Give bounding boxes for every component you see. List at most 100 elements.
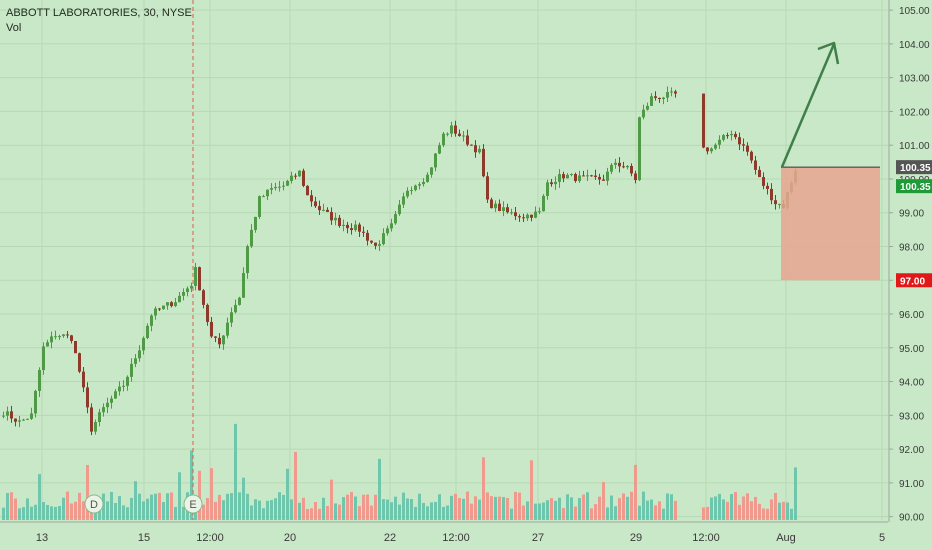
candle xyxy=(654,91,657,101)
volume-bar xyxy=(602,481,605,520)
candle-body xyxy=(742,144,745,146)
candle-body xyxy=(122,385,125,387)
candle-body xyxy=(274,186,277,189)
candle xyxy=(774,194,777,210)
chart-drawings[interactable] xyxy=(780,41,880,281)
price-axis[interactable]: 90.00 91.00 92.00 93.00 94.00 95.00 96.00 97.00… xyxy=(888,0,932,524)
candle-body xyxy=(26,418,29,420)
candle xyxy=(454,120,457,137)
candle xyxy=(26,418,29,420)
candle-body xyxy=(494,203,497,209)
candle-body xyxy=(246,246,249,274)
volume-bar xyxy=(534,503,537,520)
candle xyxy=(202,288,205,309)
candle xyxy=(474,140,477,158)
candle xyxy=(278,180,281,192)
volume-bar xyxy=(550,498,553,520)
candle xyxy=(38,367,41,397)
candle-body xyxy=(674,91,677,94)
price-tick-label: 93.00 xyxy=(899,411,924,422)
candle-body xyxy=(750,151,753,161)
candle-body xyxy=(230,312,233,323)
volume-bar xyxy=(146,498,149,520)
candle-body xyxy=(14,418,17,422)
candle-body xyxy=(174,302,177,307)
event-marker-d[interactable]: D xyxy=(84,494,104,514)
candle-body xyxy=(42,346,45,370)
candle-body xyxy=(550,182,553,185)
candle xyxy=(490,197,493,209)
volume-bar xyxy=(718,493,721,520)
event-marker-e[interactable]: E xyxy=(183,494,203,514)
candle xyxy=(586,169,589,181)
candle-body xyxy=(50,336,53,343)
volume-bar xyxy=(74,501,77,520)
candle-body xyxy=(94,421,97,432)
candle xyxy=(478,145,481,154)
volume-bar xyxy=(666,493,669,520)
candle-body xyxy=(762,177,765,186)
volume-bar xyxy=(114,503,117,520)
candle-body xyxy=(90,407,93,432)
candle xyxy=(550,179,553,187)
candle-body xyxy=(414,185,417,191)
candle-body xyxy=(214,336,217,338)
volume-bar xyxy=(526,501,529,520)
last-price-tag-text: 100.35 xyxy=(900,182,931,193)
candle-body xyxy=(590,175,593,177)
volume-bar xyxy=(322,497,325,520)
volume-bar xyxy=(786,502,789,520)
volume-bar xyxy=(142,501,145,520)
candle xyxy=(502,201,505,217)
candle-body xyxy=(18,420,21,422)
candle xyxy=(150,314,153,332)
volume-bar xyxy=(226,493,229,520)
candle xyxy=(82,366,85,393)
volume-bar xyxy=(382,499,385,520)
candle xyxy=(350,223,353,235)
volume-bar xyxy=(314,501,317,520)
candle-body xyxy=(758,169,761,178)
candle-body xyxy=(390,223,393,229)
volume-bar xyxy=(222,500,225,520)
candle-body xyxy=(446,133,449,135)
candle xyxy=(366,230,369,246)
candle-body xyxy=(594,175,597,177)
volume-bar xyxy=(630,491,633,520)
volume-bar xyxy=(586,492,589,520)
candle-body xyxy=(670,91,673,93)
candle xyxy=(246,244,249,279)
volume-bar xyxy=(594,504,597,520)
candle-body xyxy=(286,180,289,186)
candle xyxy=(302,168,305,188)
candle xyxy=(58,334,61,340)
candle xyxy=(462,131,465,142)
candle xyxy=(730,130,733,141)
candle-body xyxy=(158,308,161,310)
candle-body xyxy=(146,325,149,339)
volume-bar xyxy=(358,506,361,520)
candle xyxy=(94,419,97,435)
volume-bar xyxy=(166,493,169,520)
candle xyxy=(426,172,429,183)
volume-bar xyxy=(574,506,577,520)
volume-bar xyxy=(374,494,377,520)
candle-body xyxy=(222,335,225,345)
volume-bar xyxy=(610,495,613,520)
volume-bar xyxy=(6,492,9,520)
candle xyxy=(18,415,21,428)
candle xyxy=(326,207,329,213)
volume-bar xyxy=(182,506,185,520)
volume-bar xyxy=(350,492,353,520)
volume-bar xyxy=(498,496,501,520)
candle xyxy=(526,213,529,221)
candle-body xyxy=(290,175,293,181)
volume-bar xyxy=(390,502,393,520)
candle-body xyxy=(722,135,725,140)
candle-body xyxy=(754,160,757,170)
candle-body xyxy=(442,133,445,146)
volume-bar xyxy=(710,497,713,520)
candle-body xyxy=(258,196,261,217)
